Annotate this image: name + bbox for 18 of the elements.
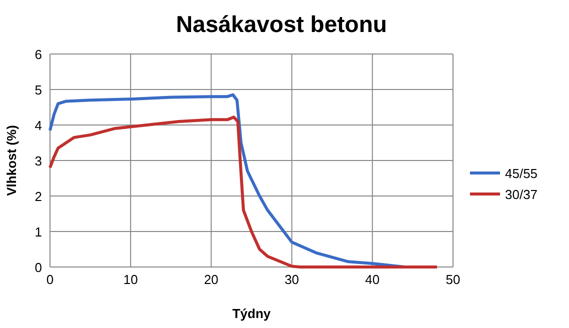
x-tick-label: 40 <box>365 272 380 287</box>
x-tick-label: 10 <box>123 272 138 287</box>
y-tick-label: 3 <box>34 154 42 168</box>
legend-label: 45/55 <box>505 166 538 181</box>
y-axis-title: Vlhkost (%) <box>4 125 19 196</box>
x-tick-label: 20 <box>204 272 218 287</box>
x-tick-label: 0 <box>46 272 54 287</box>
y-tick-label: 6 <box>34 47 42 62</box>
y-tick-label: 5 <box>34 82 42 98</box>
y-tick-label: 0 <box>34 260 42 275</box>
y-tick-label: 4 <box>34 118 42 133</box>
x-tick-label: 50 <box>446 272 460 287</box>
chart-title: Nasákavost betonu <box>176 11 387 37</box>
legend-label: 30/37 <box>505 187 538 202</box>
x-axis-title: Týdny <box>232 306 272 321</box>
x-tick-label: 30 <box>284 272 300 287</box>
y-tick-label: 2 <box>34 189 42 204</box>
y-tick-label: 1 <box>34 224 42 240</box>
